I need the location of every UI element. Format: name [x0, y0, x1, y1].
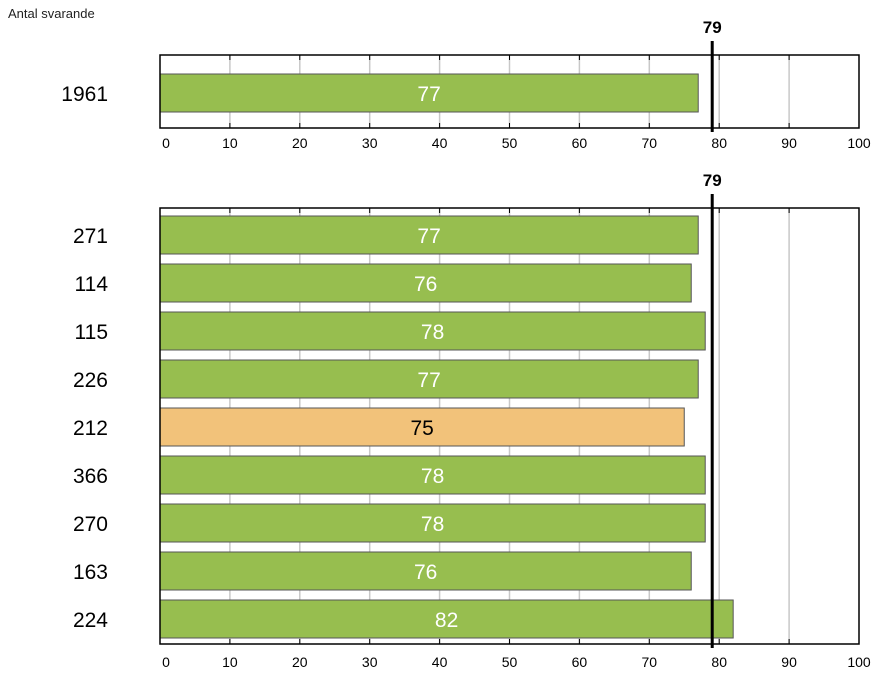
- panel-1-reference-label: 79: [703, 18, 722, 37]
- panel-2-bar: [159, 455, 706, 495]
- panel-2-reference-label: 79: [703, 171, 722, 190]
- panel-2-bar-value-label: 82: [435, 609, 458, 632]
- panel-2-tick-label: 80: [711, 654, 727, 670]
- panel-2-bar-value-label: 78: [421, 321, 444, 344]
- panel-2-bar: [159, 599, 734, 639]
- panel-2-bar-value-label: 78: [421, 513, 444, 536]
- panel-1-tick-label: 80: [711, 135, 727, 151]
- panel-1-tick-label: 50: [502, 135, 518, 151]
- panel-2-category-label: 271: [73, 225, 108, 248]
- panel-2-bar: [159, 503, 706, 543]
- respondents-header: Antal svarande: [8, 6, 95, 21]
- panel-2-tick-label: 0: [162, 654, 170, 670]
- panel-1-bar-value-label: 77: [417, 83, 440, 106]
- panel-2-category-label: 226: [73, 369, 108, 392]
- panel-2-bar: [159, 551, 692, 591]
- panel-1-tick-label: 60: [572, 135, 588, 151]
- panel-2-tick-label: 50: [502, 654, 518, 670]
- panel-2-tick-label: 90: [781, 654, 797, 670]
- panel-2-bar-value-label: 77: [417, 225, 440, 248]
- panel-2-category-label: 212: [73, 417, 108, 440]
- panel-2-tick-label: 40: [432, 654, 448, 670]
- panel-2-bar-value-label: 76: [414, 561, 437, 584]
- panel-2-bar-value-label: 77: [417, 369, 440, 392]
- panel-2-category-label: 163: [73, 561, 108, 584]
- panel-2-category-label: 270: [73, 513, 108, 536]
- panel-1-tick-label: 100: [847, 135, 871, 151]
- panel-2-category-label: 224: [73, 609, 108, 632]
- panel-1-tick-label: 0: [162, 135, 170, 151]
- panel-2-bar: [159, 407, 685, 447]
- panel-2-tick-label: 70: [642, 654, 658, 670]
- panel-2-category-label: 366: [73, 465, 108, 488]
- panel-2-tick-label: 20: [292, 654, 308, 670]
- panel-1-tick-label: 10: [222, 135, 238, 151]
- panel-2-category-label: 115: [75, 321, 108, 344]
- panel-1-tick-label: 90: [781, 135, 797, 151]
- panel-2-bar: [159, 215, 699, 255]
- panel-2-tick-label: 60: [572, 654, 588, 670]
- panel-2-category-label: 114: [75, 273, 109, 296]
- panel-2-bar-value-label: 78: [421, 465, 444, 488]
- panel-2-bar: [159, 359, 699, 399]
- panel-2-bar-value-label: 76: [414, 273, 437, 296]
- panel-2-bar: [159, 263, 692, 303]
- panel-1-tick-label: 20: [292, 135, 308, 151]
- panel-1-category-label: 1961: [61, 83, 108, 106]
- panel-2-bar-value-label: 75: [410, 417, 433, 440]
- panel-1-tick-label: 70: [642, 135, 658, 151]
- panel-1-tick-label: 30: [362, 135, 378, 151]
- panel-2-tick-label: 10: [222, 654, 238, 670]
- panel-1-tick-label: 40: [432, 135, 448, 151]
- panel-2-tick-label: 100: [847, 654, 871, 670]
- panel-2-tick-label: 30: [362, 654, 378, 670]
